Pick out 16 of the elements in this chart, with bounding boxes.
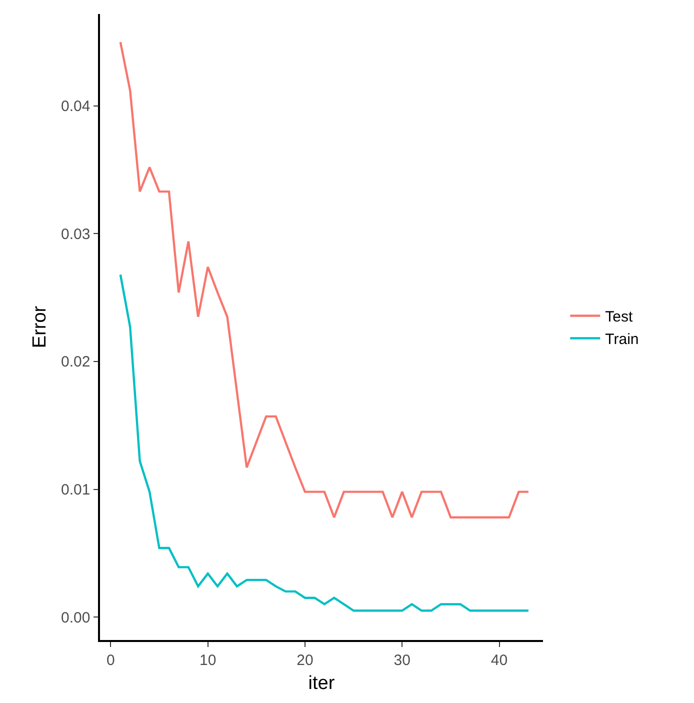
- y-tick-label: 0.01: [61, 482, 90, 498]
- y-tick-label: 0.04: [61, 98, 90, 116]
- legend-label: Train: [605, 331, 639, 348]
- y-tick-label: 0.00: [61, 609, 90, 626]
- y-axis-title: Error: [29, 305, 50, 348]
- x-tick-label: 40: [490, 652, 508, 669]
- line-series: [119, 41, 530, 518]
- y-tick-label: 0.02: [61, 354, 90, 371]
- x-axis-title: iter: [308, 673, 336, 694]
- line-series: [119, 274, 530, 612]
- x-tick-label: 0: [106, 652, 115, 669]
- x-tick-label: 10: [199, 652, 216, 669]
- legend-label: Test: [605, 308, 634, 326]
- y-tick-label: 0.03: [61, 226, 90, 243]
- x-tick-label: 30: [394, 652, 410, 669]
- x-tick-label: 20: [296, 652, 314, 669]
